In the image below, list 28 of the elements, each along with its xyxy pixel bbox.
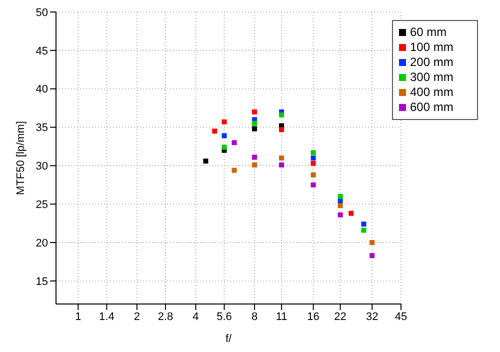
y-tick-label: 40 xyxy=(36,84,48,96)
legend-label: 200 mm xyxy=(410,55,454,69)
x-tick-label: 2 xyxy=(134,310,140,323)
legend-label: 600 mm xyxy=(410,100,454,114)
x-tick-label: 32 xyxy=(366,310,378,323)
y-tick-label: 30 xyxy=(36,160,48,173)
legend-label: 100 mm xyxy=(410,40,454,54)
y-tick-label: 35 xyxy=(36,122,48,134)
y-tick-label: 20 xyxy=(36,237,48,250)
legend-label: 60 mm xyxy=(410,25,447,39)
legend-label: 300 mm xyxy=(410,70,454,84)
x-tick-label: 16 xyxy=(307,310,320,323)
x-tick-label: 45 xyxy=(394,310,408,323)
x-tick-label: 11 xyxy=(276,310,288,323)
x-tick-label: 1.4 xyxy=(99,310,114,323)
legend-label: 400 mm xyxy=(410,85,454,99)
y-axis-title: MTF50 [lp/mm] xyxy=(14,121,27,195)
x-tick-label: 2.8 xyxy=(158,310,174,323)
y-tick-label: 50 xyxy=(36,6,48,19)
x-tick-label: 4 xyxy=(192,310,199,323)
y-tick-label: 45 xyxy=(36,45,48,58)
y-tick-label: 15 xyxy=(36,276,48,288)
x-axis-title: f/ xyxy=(225,333,232,345)
y-tick-label: 25 xyxy=(36,199,48,212)
x-tick-label: 8 xyxy=(251,310,258,323)
x-tick-label: 5.6 xyxy=(216,310,232,323)
x-tick-label: 1 xyxy=(75,310,82,323)
x-tick-label: 22 xyxy=(334,310,346,323)
